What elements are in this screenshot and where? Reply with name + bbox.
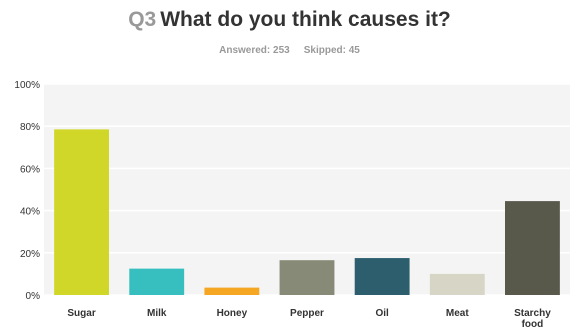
question-text: What do you think causes it? [160,8,451,31]
x-tick-label: Meat [446,308,469,319]
y-tick-label: 40% [20,207,40,218]
x-tick-label: Honey [217,308,248,319]
chart-title: Q3 What do you think causes it? [0,8,579,32]
bar-milk [129,268,185,295]
bar-oil [354,258,410,295]
y-tick-label: 100% [14,80,40,91]
bar-meat [429,273,485,295]
bars [54,129,560,295]
x-tick-label: Oil [375,308,389,319]
y-axis-ticks: 0% 20% 40% 60% 80% 100% [14,80,40,302]
question-number: Q3 [128,8,157,31]
bar-starchy-food [505,201,560,295]
y-tick-label: 80% [20,122,40,133]
x-tick-label: Milk [147,308,167,319]
response-stats: Answered: 253 Skipped: 45 [0,45,579,56]
skipped-count: Skipped: 45 [303,45,360,56]
x-tick-label: Sugar [67,308,95,319]
x-tick-label: Starchy food [514,308,551,330]
bar-honey [204,287,260,295]
y-tick-label: 0% [26,291,41,302]
plot-area [44,84,570,295]
bar-sugar [54,129,109,295]
x-axis-labels: Sugar Milk Honey Pepper Oil Meat Starchy food [67,308,551,330]
y-tick-label: 20% [20,249,40,260]
gridlines [44,83,570,296]
y-tick-label: 60% [20,164,40,175]
answered-count: Answered: 253 [219,45,290,56]
x-tick-label: Pepper [290,308,324,319]
bar-pepper [279,260,335,295]
